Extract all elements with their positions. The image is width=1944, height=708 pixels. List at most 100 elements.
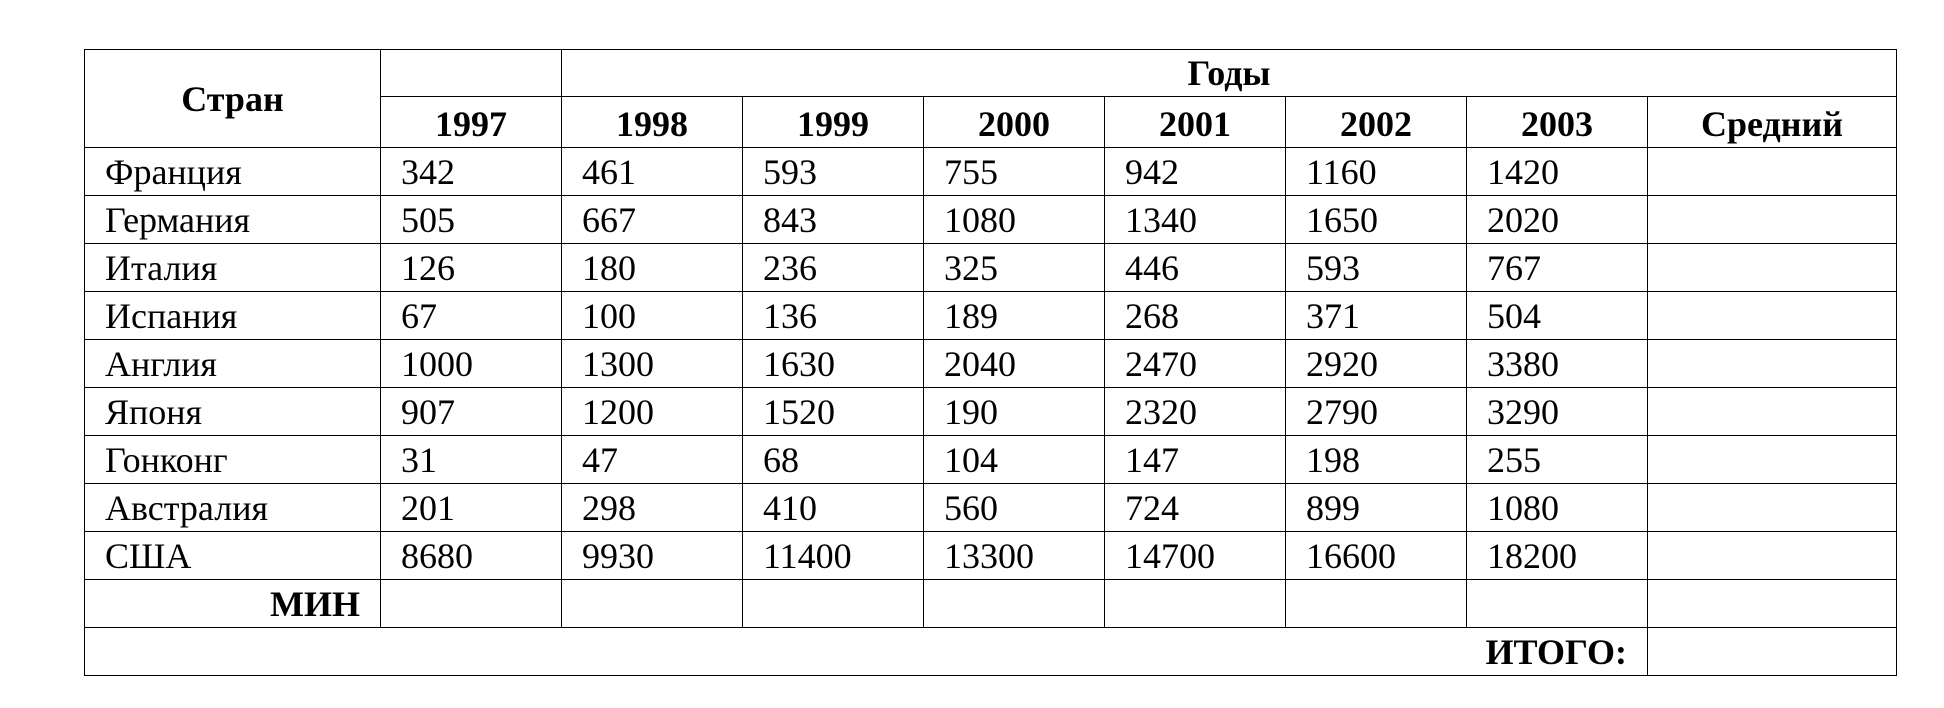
average-cell xyxy=(1646,483,1898,532)
min-cell xyxy=(1466,579,1648,628)
value-cell: 1300 xyxy=(561,339,743,388)
table-row: Италия 126 180 236 325 446 593 767 xyxy=(84,243,1898,292)
value-cell: 1000 xyxy=(380,339,562,388)
value-cell: 755 xyxy=(923,147,1105,196)
min-cell xyxy=(380,579,562,628)
value-cell: 1160 xyxy=(1285,147,1467,196)
value-cell: 504 xyxy=(1466,291,1648,340)
value-cell: 189 xyxy=(923,291,1105,340)
value-cell: 180 xyxy=(561,243,743,292)
year-header: 2001 xyxy=(1104,96,1286,148)
min-cell xyxy=(1646,579,1898,628)
average-cell xyxy=(1646,435,1898,484)
value-cell: 2790 xyxy=(1285,387,1467,436)
table-row: США 8680 9930 11400 13300 14700 16600 18200 xyxy=(84,531,1898,580)
table-row: Гонконг 31 47 68 104 147 198 255 xyxy=(84,435,1898,484)
value-cell: 1650 xyxy=(1285,195,1467,244)
value-cell: 104 xyxy=(923,435,1105,484)
year-header: 2003 xyxy=(1466,96,1648,148)
value-cell: 9930 xyxy=(561,531,743,580)
value-cell: 1080 xyxy=(1466,483,1648,532)
min-cell xyxy=(1104,579,1286,628)
min-label: МИН xyxy=(84,579,381,628)
average-cell xyxy=(1646,195,1898,244)
value-cell: 1630 xyxy=(742,339,924,388)
value-cell: 1520 xyxy=(742,387,924,436)
value-cell: 371 xyxy=(1285,291,1467,340)
table-row: Японя 907 1200 1520 190 2320 2790 3290 xyxy=(84,387,1898,436)
value-cell: 31 xyxy=(380,435,562,484)
country-name: Италия xyxy=(84,243,381,292)
value-cell: 593 xyxy=(1285,243,1467,292)
value-cell: 14700 xyxy=(1104,531,1286,580)
value-cell: 942 xyxy=(1104,147,1286,196)
value-cell: 843 xyxy=(742,195,924,244)
total-row: ИТОГО: xyxy=(84,627,1898,676)
value-cell: 268 xyxy=(1104,291,1286,340)
years-header: Годы xyxy=(560,49,1898,97)
table-row: Англия 1000 1300 1630 2040 2470 2920 3380 xyxy=(84,339,1898,388)
value-cell: 2040 xyxy=(923,339,1105,388)
value-cell: 126 xyxy=(380,243,562,292)
value-cell: 1420 xyxy=(1466,147,1648,196)
country-header: Стран xyxy=(84,49,381,148)
average-cell xyxy=(1646,387,1898,436)
country-name: США xyxy=(84,531,381,580)
country-name: Англия xyxy=(84,339,381,388)
min-cell xyxy=(561,579,743,628)
average-cell xyxy=(1646,291,1898,340)
average-header: Средний xyxy=(1646,96,1898,148)
year-header: 2000 xyxy=(923,96,1105,148)
value-cell: 1200 xyxy=(561,387,743,436)
year-header: 2002 xyxy=(1285,96,1467,148)
year-header: 1997 xyxy=(380,96,562,148)
average-cell xyxy=(1646,339,1898,388)
table-body: Франция 342 461 593 755 942 1160 1420 Германия 50… xyxy=(84,147,1898,580)
value-cell: 2020 xyxy=(1466,195,1648,244)
year-header: 1999 xyxy=(742,96,924,148)
value-cell: 18200 xyxy=(1466,531,1648,580)
country-name: Франция xyxy=(84,147,381,196)
average-cell xyxy=(1646,147,1898,196)
value-cell: 593 xyxy=(742,147,924,196)
table-row: Австралия 201 298 410 560 724 899 1080 xyxy=(84,483,1898,532)
value-cell: 410 xyxy=(742,483,924,532)
total-label: ИТОГО: xyxy=(84,627,1648,676)
value-cell: 68 xyxy=(742,435,924,484)
value-cell: 100 xyxy=(561,291,743,340)
value-cell: 724 xyxy=(1104,483,1286,532)
min-cell xyxy=(923,579,1105,628)
value-cell: 2320 xyxy=(1104,387,1286,436)
value-cell: 67 xyxy=(380,291,562,340)
table-row: Франция 342 461 593 755 942 1160 1420 xyxy=(84,147,1898,196)
country-name: Японя xyxy=(84,387,381,436)
value-cell: 461 xyxy=(561,147,743,196)
value-cell: 3380 xyxy=(1466,339,1648,388)
value-cell: 767 xyxy=(1466,243,1648,292)
value-cell: 907 xyxy=(380,387,562,436)
value-cell: 325 xyxy=(923,243,1105,292)
header-row-top: Стран Годы xyxy=(84,49,1898,148)
value-cell: 505 xyxy=(380,195,562,244)
value-cell: 899 xyxy=(1285,483,1467,532)
value-cell: 560 xyxy=(923,483,1105,532)
country-name: Гонконг xyxy=(84,435,381,484)
data-table: Стран Годы 1997 1998 1999 2000 2001 2002… xyxy=(84,49,1898,676)
value-cell: 147 xyxy=(1104,435,1286,484)
value-cell: 1080 xyxy=(923,195,1105,244)
header-blank-cell xyxy=(380,49,562,97)
country-name: Испания xyxy=(84,291,381,340)
value-cell: 201 xyxy=(380,483,562,532)
value-cell: 446 xyxy=(1104,243,1286,292)
year-header: 1998 xyxy=(561,96,743,148)
value-cell: 47 xyxy=(561,435,743,484)
country-name: Германия xyxy=(84,195,381,244)
min-row: МИН xyxy=(84,579,1898,628)
value-cell: 16600 xyxy=(1285,531,1467,580)
value-cell: 190 xyxy=(923,387,1105,436)
value-cell: 198 xyxy=(1285,435,1467,484)
total-cell xyxy=(1646,627,1898,676)
value-cell: 298 xyxy=(561,483,743,532)
value-cell: 1340 xyxy=(1104,195,1286,244)
value-cell: 2920 xyxy=(1285,339,1467,388)
